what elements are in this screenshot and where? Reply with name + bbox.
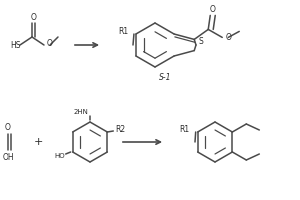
Text: +: + bbox=[33, 137, 43, 147]
Text: O: O bbox=[225, 33, 231, 42]
Text: O: O bbox=[209, 5, 215, 14]
Text: O: O bbox=[30, 12, 36, 21]
Text: S: S bbox=[199, 38, 203, 46]
Text: R2: R2 bbox=[115, 126, 125, 134]
Text: HS: HS bbox=[10, 40, 20, 49]
Text: HO: HO bbox=[54, 153, 65, 159]
Text: R1: R1 bbox=[118, 26, 128, 36]
Text: O: O bbox=[47, 40, 53, 48]
Text: R1: R1 bbox=[180, 124, 190, 134]
Text: 2HN: 2HN bbox=[73, 109, 88, 115]
Text: O: O bbox=[5, 123, 11, 132]
Text: OH: OH bbox=[2, 154, 14, 162]
Text: S-1: S-1 bbox=[159, 72, 171, 82]
